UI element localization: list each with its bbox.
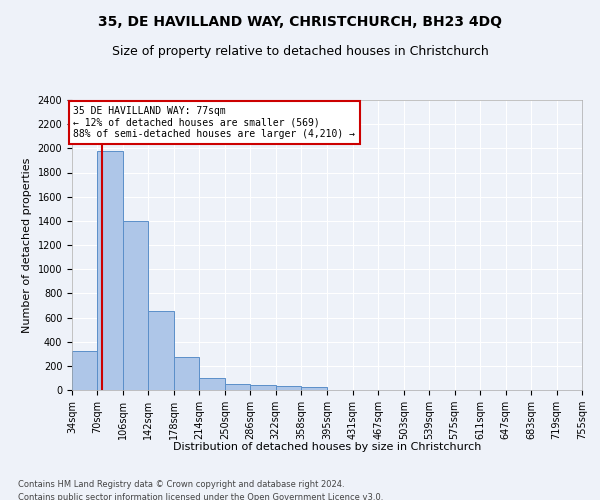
Bar (301, 388, 326, 390)
Bar (72, 352, 97, 390)
Text: 35 DE HAVILLAND WAY: 77sqm
← 12% of detached houses are smaller (569)
88% of sem: 35 DE HAVILLAND WAY: 77sqm ← 12% of deta… (73, 106, 355, 139)
Bar (97, 152, 123, 390)
Text: 35, DE HAVILLAND WAY, CHRISTCHURCH, BH23 4DQ: 35, DE HAVILLAND WAY, CHRISTCHURCH, BH23… (98, 15, 502, 29)
Bar (148, 312, 174, 390)
Bar (123, 221, 148, 390)
Text: Distribution of detached houses by size in Christchurch: Distribution of detached houses by size … (173, 442, 481, 452)
Text: Contains HM Land Registry data © Crown copyright and database right 2024.: Contains HM Land Registry data © Crown c… (18, 480, 344, 489)
Text: Contains public sector information licensed under the Open Government Licence v3: Contains public sector information licen… (18, 492, 383, 500)
Y-axis label: Number of detached properties: Number of detached properties (22, 158, 32, 332)
Bar (250, 385, 276, 390)
Bar (174, 357, 199, 390)
Text: Size of property relative to detached houses in Christchurch: Size of property relative to detached ho… (112, 45, 488, 58)
Bar (199, 378, 225, 390)
Bar (276, 386, 301, 390)
Bar (225, 384, 250, 390)
